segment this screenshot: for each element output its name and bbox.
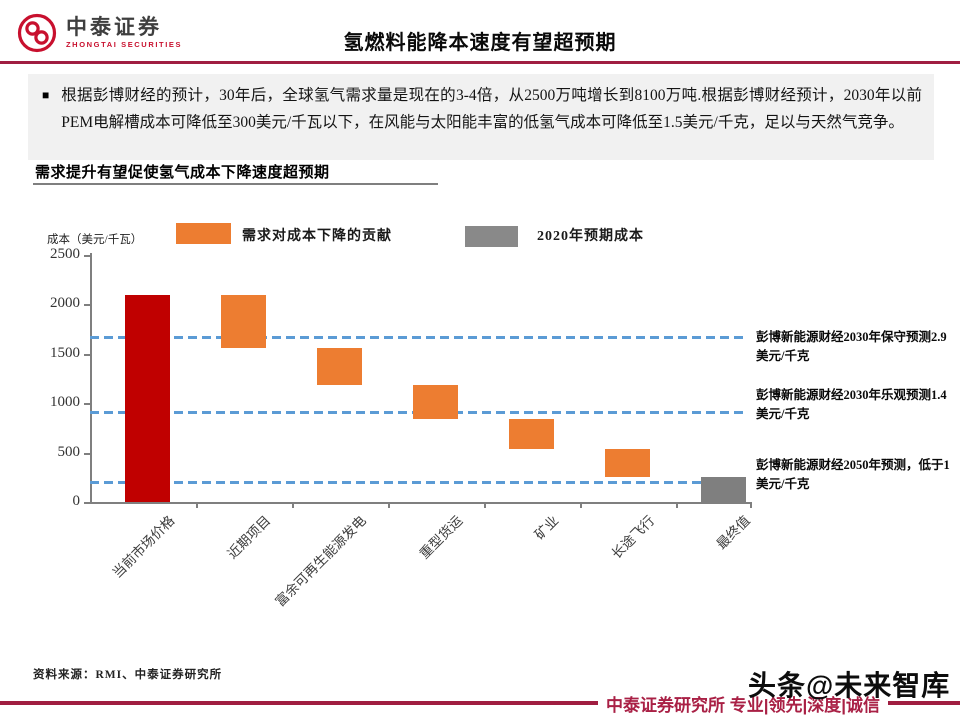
y-tick-label: 1000 — [50, 394, 80, 411]
waterfall-chart: 需求对成本下降的贡献 2020年预期成本 成本（美元/千瓦） 0 500 1000 1… — [0, 190, 960, 660]
waterfall-bar — [509, 419, 554, 449]
reference-line — [90, 480, 748, 484]
waterfall-bar — [221, 294, 266, 348]
y-axis — [90, 253, 92, 504]
legend-2020-label: 2020年预期成本 — [537, 229, 644, 244]
y-tick-label: 2500 — [50, 246, 80, 262]
logo-name-cn: 中泰证券 — [66, 16, 162, 40]
y-tick-label: 1500 — [50, 344, 80, 361]
x-axis — [90, 502, 752, 504]
section-title-underline — [33, 183, 438, 185]
category-label: 重型货运 — [416, 512, 465, 562]
watermark-text: 头条@未来智库 — [748, 670, 951, 701]
x-tick — [675, 502, 678, 508]
header-logo: 中泰证券 ZHONGTAI SECURITIES — [16, 12, 182, 54]
x-tick — [579, 502, 582, 508]
category-label: 当前市场价格 — [109, 512, 177, 581]
reference-line — [90, 336, 748, 339]
y-tick-label: 0 — [72, 493, 81, 509]
x-tick — [750, 502, 752, 508]
x-tick — [387, 502, 390, 508]
page-title: 氢燃料能降本速度有望超预期 — [343, 32, 617, 54]
footer-bar: 中泰证券研究所 专业|领先|深度|诚信 — [0, 692, 960, 715]
y-tick — [84, 452, 90, 455]
y-tick — [84, 353, 90, 356]
footer-rule-right — [888, 701, 960, 705]
y-tick-label: 2000 — [50, 295, 80, 312]
y-axis-title: 成本（美元/千瓦） — [47, 234, 143, 246]
logo-name-en: ZHONGTAI SECURITIES — [66, 40, 183, 50]
bullet-square-icon: ■ — [42, 88, 50, 102]
waterfall-bar — [701, 477, 746, 502]
reference-label: 彭博新能源财经2050年预测，低于1美元/千克 — [756, 457, 950, 491]
x-tick — [483, 502, 486, 508]
category-label: 矿业 — [531, 512, 561, 543]
category-label: 富余可再生能源发电 — [272, 512, 369, 610]
header-rule — [0, 61, 960, 64]
waterfall-bar — [605, 448, 650, 478]
category-label: 近期项目 — [224, 512, 273, 562]
x-tick — [291, 502, 294, 508]
summary-text: 根据彭博财经的预计，30年后，全球氢气需求量是现在的3-4倍，从2500万吨增长… — [61, 87, 922, 131]
category-label: 最终值 — [713, 512, 753, 553]
zhongtai-logo-icon — [17, 13, 57, 53]
waterfall-bar — [317, 347, 362, 386]
summary-box: ■ 根据彭博财经的预计，30年后，全球氢气需求量是现在的3-4倍，从2500万吨… — [28, 74, 934, 160]
waterfall-bar — [413, 385, 458, 419]
y-tick-label: 500 — [57, 443, 81, 460]
source-note: 资料来源：RMI、中泰证券研究所 — [33, 669, 223, 681]
chart-section-title: 需求提升有望促使氢气成本下降速度超预期 — [35, 165, 330, 181]
legend-2020-swatch — [465, 226, 518, 247]
y-tick — [84, 255, 90, 257]
reference-label: 彭博新能源财经2030年乐观预测1.4美元/千克 — [756, 387, 947, 421]
waterfall-bar — [125, 294, 170, 502]
x-tick — [195, 502, 198, 508]
y-tick — [84, 502, 90, 504]
footer-rule-left — [0, 701, 598, 705]
y-tick — [84, 304, 90, 307]
legend-demand-label: 需求对成本下降的贡献 — [242, 229, 392, 244]
reference-label: 彭博新能源财经2030年保守预测2.9美元/千克 — [756, 330, 947, 363]
y-tick — [84, 403, 90, 406]
footer-slogan: 中泰证券研究所 专业|领先|深度|诚信 — [606, 695, 880, 715]
category-label: 长途飞行 — [608, 512, 657, 562]
legend-demand-swatch — [176, 223, 231, 244]
